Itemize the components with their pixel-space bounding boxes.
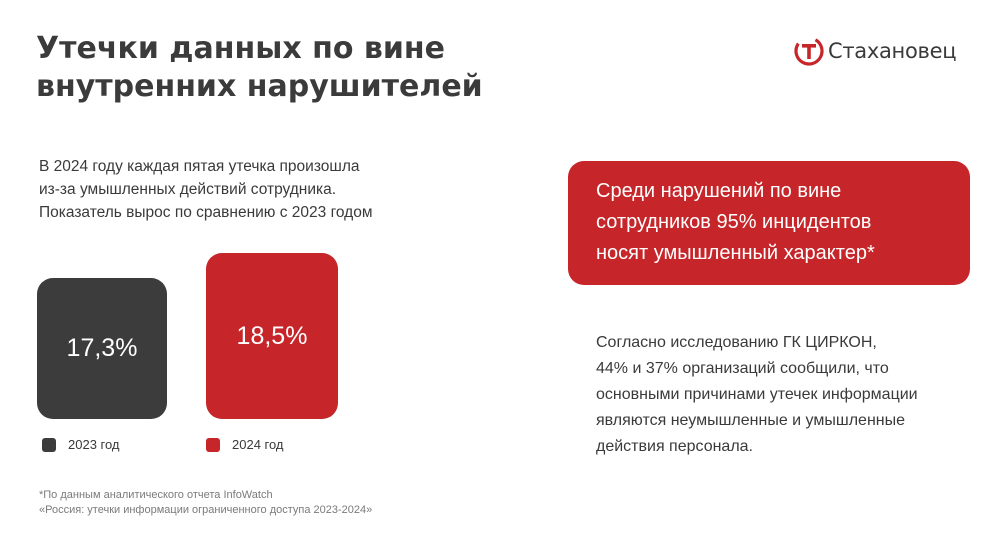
intro-line: В 2024 году каждая пятая утечка произошл… [39,158,360,175]
legend-item-2024: 2024 год [206,437,284,452]
callout-line: носят умышленный характер* [596,242,875,264]
study-line: Согласно исследованию ГК ЦИРКОН, [596,334,877,351]
intro-line: из-за умышленных действий сотрудника. [39,181,337,198]
bar-2024-value-label: 18,5% [236,321,308,350]
legend-label-2024: 2024 год [232,437,284,452]
intro-line: Показатель вырос по сравнению с 2023 год… [39,204,373,221]
legend-swatch-2023 [42,437,56,452]
intro-text: В 2024 году каждая пятая утечка произошл… [39,155,419,224]
stakhanovets-logo-icon [794,36,824,66]
study-line: основными причинами утечек информации [596,386,918,403]
page-title: Утечки данных по вине внутренних нарушит… [36,30,596,106]
study-line: действия персонала. [596,438,753,455]
study-text: Согласно исследованию ГК ЦИРКОН, 44% и 3… [596,330,976,460]
bar-2024: 18,5% [206,253,338,419]
footnote-line: «Россия: утечки информации ограниченного… [39,504,373,516]
brand-logo: Стахановец [794,36,957,66]
page-title-line: внутренних нарушителей [36,69,483,104]
footnote-line: *По данным аналитического отчета InfoWat… [39,489,273,501]
footnote: *По данным аналитического отчета InfoWat… [39,488,459,518]
callout-line: сотрудников 95% инцидентов [596,211,872,233]
legend-swatch-2024 [206,437,220,452]
callout-box: Среди нарушений по вине сотрудников 95% … [568,161,970,285]
page-title-line: Утечки данных по вине [36,31,445,66]
legend-item-2023: 2023 год [42,437,120,452]
callout-line: Среди нарушений по вине [596,180,842,202]
bar-2023: 17,3% [37,278,167,419]
bar-2023-value-label: 17,3% [66,334,138,362]
study-line: являются неумышленные и умышленные [596,412,906,429]
brand-name: Стахановец [828,39,957,63]
legend-label-2023: 2023 год [68,437,120,452]
study-line: 44% и 37% организаций сообщили, что [596,360,889,377]
